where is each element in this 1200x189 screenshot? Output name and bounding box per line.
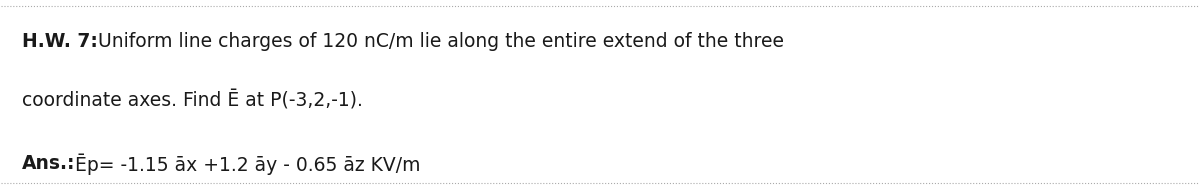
Text: Ēp= -1.15 āx +1.2 āy - 0.65 āz KV/m: Ēp= -1.15 āx +1.2 āy - 0.65 āz KV/m — [76, 153, 420, 175]
Text: H.W. 7:: H.W. 7: — [23, 33, 98, 51]
Text: coordinate axes. Find Ē at P(-3,2,-1).: coordinate axes. Find Ē at P(-3,2,-1). — [23, 90, 364, 110]
Text: Ans.:: Ans.: — [23, 154, 76, 174]
Text: Uniform line charges of 120 nC/m lie along the entire extend of the three: Uniform line charges of 120 nC/m lie alo… — [97, 33, 784, 51]
